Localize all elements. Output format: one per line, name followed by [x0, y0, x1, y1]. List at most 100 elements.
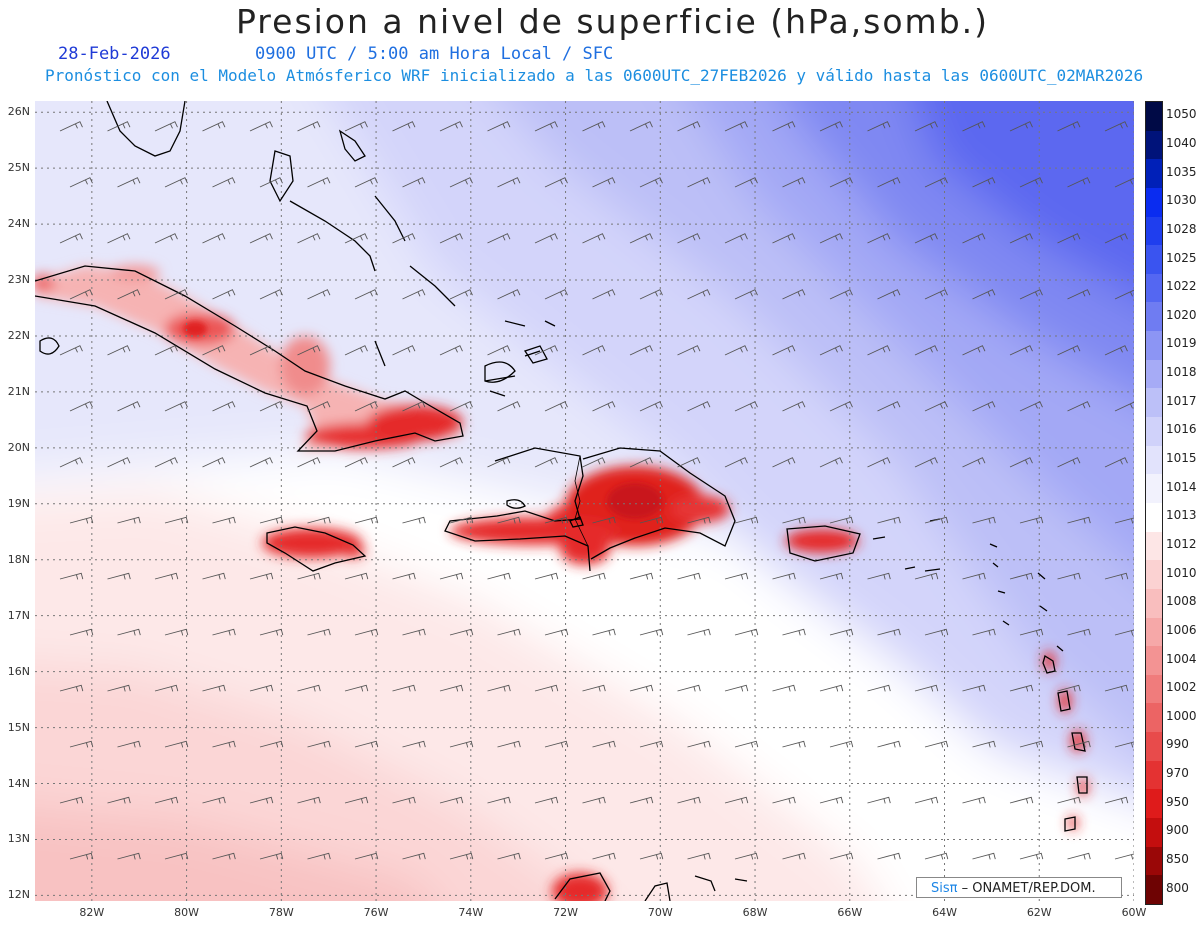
- wind-barb: [344, 684, 369, 692]
- wind-barb: [772, 684, 796, 692]
- wind-barb: [297, 121, 321, 132]
- wind-barb: [677, 457, 701, 468]
- wind-barb: [582, 121, 606, 132]
- colorbar-segment: [1146, 674, 1162, 704]
- wind-barb: [924, 516, 949, 524]
- lon-label: 62W: [1026, 906, 1052, 919]
- wind-barb: [629, 121, 653, 132]
- wind-barb: [772, 121, 796, 132]
- wind-barb: [867, 233, 891, 244]
- wind-barb: [877, 401, 901, 412]
- wind-barb: [354, 628, 379, 636]
- wind-barb: [1019, 628, 1044, 636]
- colorbar-segment: [1146, 245, 1162, 274]
- colorbar-segment: [1146, 617, 1162, 647]
- wind-barb: [212, 289, 236, 300]
- colorbar-label: 1008: [1166, 594, 1197, 609]
- wind-barb: [107, 572, 131, 580]
- forecast-time-info: 0900 UTC / 5:00 am Hora Local / SFC: [255, 44, 614, 64]
- wind-barb: [782, 516, 806, 524]
- wind-barb: [972, 289, 996, 300]
- wind-barb: [1114, 741, 1134, 748]
- wind-barb: [677, 121, 701, 132]
- wind-barb: [164, 740, 189, 748]
- wind-barb: [307, 177, 331, 188]
- wind-barb: [107, 684, 131, 692]
- wind-barb: [344, 796, 369, 804]
- wind-barb: [677, 233, 701, 244]
- wind-barb: [687, 852, 711, 860]
- hispaniola-border: [574, 455, 589, 547]
- wind-barb: [677, 572, 701, 580]
- wind-barb: [829, 628, 854, 636]
- wind-barb: [972, 628, 996, 636]
- colorbar-segment: [1146, 102, 1162, 131]
- colorbar-label: 1040: [1166, 135, 1197, 150]
- wind-barb: [154, 345, 178, 356]
- wind-barb: [1009, 233, 1033, 244]
- wind-barb: [154, 684, 179, 692]
- florida-coast: [106, 101, 186, 157]
- wind-barb: [449, 177, 473, 188]
- wind-barb: [1114, 853, 1134, 860]
- wind-barb: [297, 684, 321, 692]
- wind-barb: [354, 289, 378, 300]
- wind-barb: [924, 401, 948, 412]
- wind-barb: [259, 177, 283, 188]
- jamaica-coast: [266, 526, 367, 572]
- colorbar-label: 1004: [1166, 651, 1197, 666]
- wind-barb: [867, 121, 891, 132]
- wind-barb: [819, 457, 843, 468]
- wind-barb: [164, 289, 188, 300]
- map-canvas: [35, 101, 1134, 901]
- wind-barb: [687, 401, 711, 412]
- gonave-coast: [569, 516, 584, 528]
- wind-barb: [914, 121, 938, 132]
- wind-barb: [1057, 457, 1081, 468]
- wind-barb: [439, 121, 463, 132]
- lat-label: 26N: [7, 105, 30, 119]
- wind-barb: [69, 628, 94, 636]
- wind-barb: [202, 345, 226, 356]
- wind-barb: [962, 796, 986, 804]
- bahamas-exuma: [289, 195, 556, 397]
- wind-barb: [1114, 177, 1134, 188]
- wind-barb: [107, 233, 131, 244]
- wind-barb: [249, 345, 273, 356]
- page-title: Presion a nivel de superficie (hPa,somb.…: [235, 2, 990, 41]
- colorbar-label: 1013: [1166, 508, 1197, 523]
- wind-barb: [819, 233, 843, 244]
- wind-barb: [297, 457, 321, 468]
- pressure-map: [35, 101, 1134, 901]
- wind-barb: [154, 457, 178, 468]
- wind-barb: [962, 457, 986, 468]
- wind-barb: [972, 740, 996, 748]
- wind-barb: [1067, 401, 1091, 412]
- wind-barb: [354, 516, 379, 524]
- wind-barb: [629, 345, 653, 356]
- wind-barb: [344, 457, 368, 468]
- lat-label: 22N: [7, 328, 30, 342]
- wind-barb: [782, 628, 806, 636]
- wind-barb: [449, 401, 473, 412]
- wind-barb: [962, 121, 986, 132]
- wind-barb: [59, 233, 83, 244]
- colorbar-segment: [1146, 732, 1162, 761]
- lon-label: 74W: [458, 906, 484, 919]
- wind-barb: [212, 852, 236, 860]
- wind-barb: [544, 401, 568, 412]
- wind-barb: [592, 177, 616, 188]
- wind-barb: [819, 345, 843, 356]
- colorbar-label: 800: [1166, 880, 1189, 895]
- wind-barb: [1009, 345, 1033, 356]
- colorbar-segment: [1146, 789, 1162, 819]
- wind-barb: [972, 516, 996, 524]
- colorbar-segment: [1146, 474, 1162, 503]
- wind-barb: [829, 401, 853, 412]
- wind-barb: [117, 852, 141, 860]
- wind-barb: [259, 516, 284, 524]
- wind-barb: [307, 628, 331, 636]
- wind-barb: [1114, 517, 1134, 524]
- colorbar-segment: [1146, 417, 1162, 446]
- wind-barb: [487, 684, 511, 692]
